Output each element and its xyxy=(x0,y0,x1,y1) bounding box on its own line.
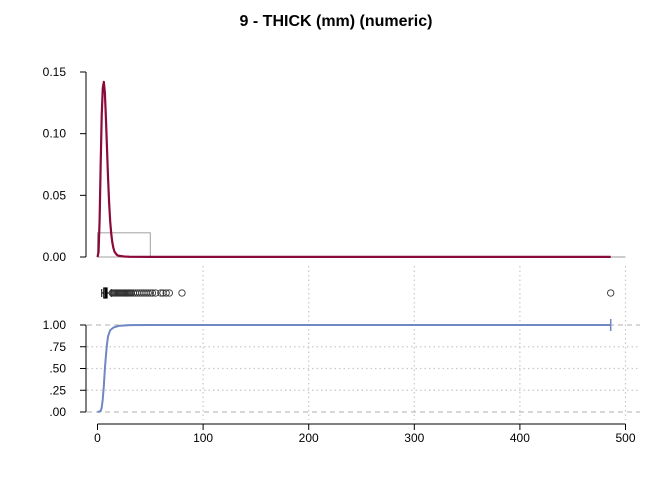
ecdf-y-tick-label: .75 xyxy=(49,340,66,354)
density-y-tick-label: 0.10 xyxy=(43,127,67,141)
boxplot-panel xyxy=(101,287,615,299)
boxplot-outlier xyxy=(148,289,157,297)
boxplot-outlier xyxy=(162,289,170,297)
density-y-tick-label: 0.05 xyxy=(43,188,67,202)
density-curve xyxy=(96,80,611,258)
x-tick-label: 200 xyxy=(299,431,319,445)
ecdf-y-tick-label: .00 xyxy=(49,405,66,419)
x-tick-label: 300 xyxy=(404,431,424,445)
boxplot-outlier xyxy=(144,289,152,297)
ecdf-curve xyxy=(97,324,611,413)
ecdf-y-tick-label: .50 xyxy=(49,362,66,376)
boxplot-outlier xyxy=(607,289,615,297)
boxplot-outlier xyxy=(165,289,173,297)
density-panel xyxy=(96,80,626,258)
axes: 0.00 0.05 0.10 0.15 .00 .25 .50 .75 1.00 0 100 200 3… xyxy=(43,65,636,445)
boxplot-outlier xyxy=(178,289,186,297)
x-tick-label: 100 xyxy=(193,431,213,445)
boxplot-outlier xyxy=(146,289,154,297)
density-y-tick-label: 0.15 xyxy=(43,65,67,79)
boxplot-outlier xyxy=(151,289,160,297)
ecdf-y-tick-label: 1.00 xyxy=(43,318,67,332)
ecdf-y-tick-label: .25 xyxy=(49,383,66,397)
density-y-tick-label: 0.00 xyxy=(43,250,67,264)
boxplot-outlier xyxy=(157,289,165,297)
ecdf-panel xyxy=(97,319,612,413)
x-tick-label: 500 xyxy=(615,431,635,445)
histogram-bar xyxy=(97,232,151,258)
x-tick-label: 400 xyxy=(510,431,530,445)
x-tick-label: 0 xyxy=(94,431,101,445)
chart-title: 9 - THICK (mm) (numeric) xyxy=(240,13,433,30)
grid-layer xyxy=(87,266,640,420)
